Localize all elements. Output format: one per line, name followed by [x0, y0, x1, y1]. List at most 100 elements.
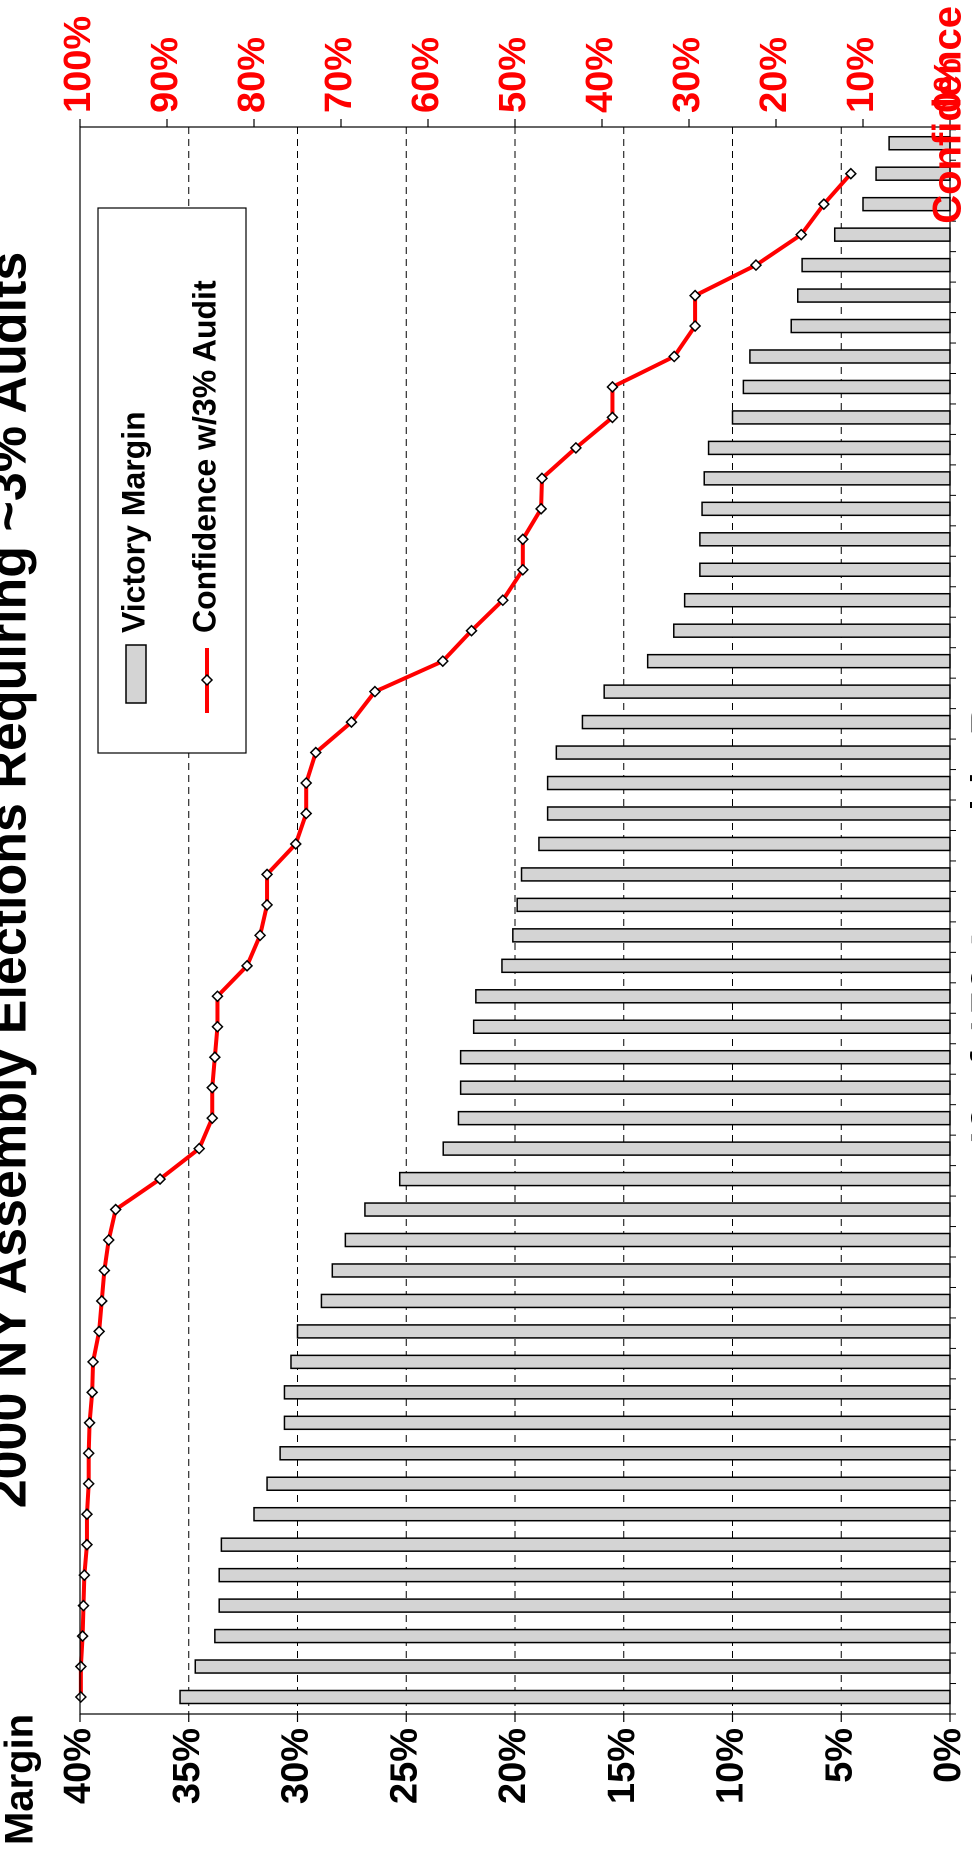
- confidence-tick-label: 20%: [753, 37, 795, 113]
- confidence-point: [254, 929, 267, 942]
- confidence-point: [535, 502, 548, 515]
- victory-margin-bar: [520, 867, 951, 882]
- victory-margin-bar: [218, 1567, 951, 1583]
- confidence-point: [102, 1233, 115, 1247]
- confidence-point: [496, 594, 509, 607]
- victory-margin-bar: [296, 1324, 951, 1339]
- confidence-point: [668, 350, 681, 363]
- confidence-tick-label: 0%: [927, 58, 969, 113]
- confidence-point: [80, 1538, 94, 1551]
- confidence-axis-label: Confidence: [926, 6, 970, 224]
- margin-tick-label: 15%: [601, 1728, 643, 1804]
- confidence-point: [211, 1020, 224, 1033]
- victory-margin-bar: [749, 349, 951, 364]
- victory-margin-bar: [364, 1202, 951, 1217]
- confidence-point: [817, 198, 830, 211]
- victory-margin-bar: [538, 836, 951, 852]
- confidence-point: [93, 1325, 106, 1338]
- confidence-point: [211, 990, 224, 1003]
- confidence-point: [208, 1051, 221, 1064]
- victory-margin-bar: [442, 1141, 951, 1156]
- confidence-point: [206, 1081, 219, 1094]
- confidence-tick-label: 90%: [144, 37, 186, 113]
- victory-margin-bar: [331, 1263, 951, 1278]
- confidence-point: [844, 167, 857, 180]
- confidence-point: [74, 1690, 87, 1704]
- confidence-point: [300, 776, 313, 790]
- victory-margin-bar: [214, 1628, 951, 1644]
- confidence-point: [86, 1386, 99, 1399]
- victory-margin-bar: [320, 1293, 951, 1309]
- chart-title: 2000 NY Assembly Elections Requiring ~3%…: [0, 252, 38, 1509]
- margin-tick-label: 40%: [57, 1728, 99, 1804]
- margin-tick-label: 20%: [492, 1728, 534, 1804]
- victory-margin-bar: [683, 592, 951, 608]
- victory-margin-bar: [279, 1446, 951, 1461]
- confidence-point: [83, 1416, 96, 1429]
- confidence-point: [465, 624, 478, 637]
- victory-margin-bar: [220, 1537, 951, 1552]
- victory-margin-bar: [546, 806, 951, 821]
- confidence-point: [193, 1142, 206, 1155]
- confidence-point: [795, 228, 808, 241]
- legend-layer: Victory Margin Confidence w/3% Audit: [97, 207, 247, 754]
- confidence-tick-label: 30%: [666, 37, 708, 113]
- confidence-tick-label: 80%: [231, 37, 273, 113]
- victory-margin-bar: [516, 897, 951, 913]
- confidence-tick-label: 50%: [492, 37, 534, 113]
- confidence-point: [689, 319, 702, 333]
- victory-margin-bar: [673, 623, 951, 638]
- victory-margin-bar: [179, 1689, 951, 1705]
- confidence-point: [153, 1173, 167, 1186]
- confidence-point: [76, 1630, 89, 1643]
- confidence-point: [516, 563, 529, 576]
- margin-axis-label: Margin: [0, 1714, 42, 1845]
- victory-margin-bar: [707, 440, 951, 456]
- victory-margin-bar: [194, 1659, 951, 1674]
- confidence-tick-label: 70%: [318, 37, 360, 113]
- legend-label-confidence: Confidence w/3% Audit: [186, 280, 222, 633]
- confidence-point: [82, 1477, 95, 1490]
- victory-margin-bar: [283, 1415, 951, 1431]
- victory-margin-bar: [283, 1385, 951, 1400]
- confidence-tick-label: 100%: [57, 16, 99, 113]
- confidence-point: [260, 898, 274, 911]
- victory-margin-bar: [344, 1232, 951, 1248]
- confidence-point: [300, 807, 313, 820]
- confidence-point: [240, 959, 254, 972]
- confidence-point: [86, 1355, 100, 1368]
- confidence-point: [606, 411, 619, 424]
- victory-margin-bar: [459, 1049, 951, 1065]
- victory-margin-bar: [290, 1354, 951, 1370]
- confidence-point: [289, 837, 302, 851]
- legend-bar-swatch: [125, 644, 147, 704]
- confidence-point: [98, 1264, 111, 1277]
- legend-box: [97, 207, 247, 754]
- confidence-point: [368, 685, 381, 698]
- victory-margin-bar: [699, 562, 951, 578]
- confidence-point: [516, 533, 529, 546]
- confidence-point: [535, 472, 549, 485]
- victory-margin-bar: [801, 257, 951, 273]
- victory-margin-bar: [790, 318, 951, 334]
- confidence-point: [260, 868, 274, 881]
- confidence-point: [95, 1294, 108, 1308]
- confidence-point: [606, 380, 619, 394]
- victory-margin-bar: [703, 471, 951, 486]
- victory-margin-bar: [475, 989, 951, 1004]
- legend: Victory Margin Confidence w/3% Audit: [97, 207, 247, 754]
- confidence-point: [345, 716, 358, 729]
- victory-margin-bar: [833, 227, 951, 242]
- victory-margin-bar: [699, 532, 951, 547]
- victory-margin-bar: [546, 775, 951, 791]
- confidence-tick-label: 40%: [579, 37, 621, 113]
- confidence-point: [206, 1112, 219, 1125]
- legend-label-victory-margin: Victory Margin: [115, 411, 151, 633]
- confidence-point: [109, 1203, 122, 1216]
- victory-margin-bar: [742, 379, 951, 395]
- victory-margin-bar: [459, 1080, 951, 1095]
- legend-line-marker: [200, 673, 214, 687]
- confidence-point: [689, 289, 702, 302]
